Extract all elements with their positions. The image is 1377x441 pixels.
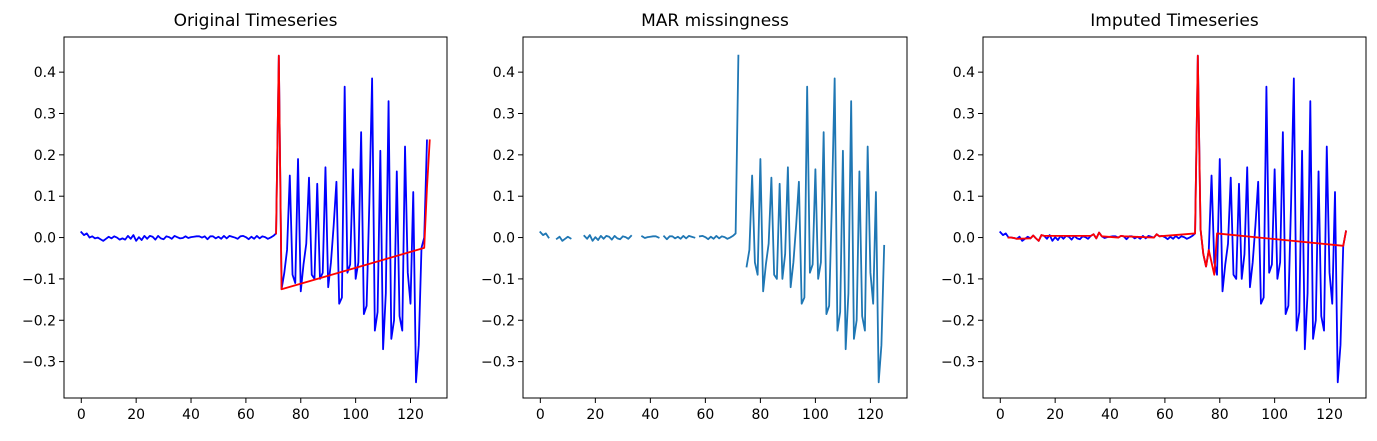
y-tick-label: −0.3 [481, 355, 515, 371]
x-tick-label: 80 [1211, 407, 1229, 423]
series-line-0 [539, 54, 886, 384]
chart-title: MAR missingness [641, 11, 789, 31]
y-tick-label: 0.3 [953, 107, 975, 123]
x-tick-label: 100 [1261, 407, 1288, 423]
y-tick-label: 0.4 [34, 65, 56, 81]
series-segment [555, 235, 572, 242]
y-tick-label: 0.2 [953, 148, 975, 164]
series-line-1 [1007, 54, 1348, 276]
series-line-0 [80, 54, 428, 384]
x-tick-label: 100 [802, 407, 829, 423]
y-tick-label: 0.2 [34, 148, 56, 164]
y-tick-label: 0.4 [953, 65, 975, 81]
mar-missingness-panel: MAR missingness 0 20 40 60 80 100 120 −0.3 −0.2 −… [481, 11, 908, 423]
x-tick-label: 0 [536, 407, 545, 423]
y-tick-label: −0.3 [941, 355, 975, 371]
series-segment [583, 234, 633, 242]
series-segment [999, 54, 1348, 384]
series-segment [1007, 54, 1348, 276]
imputed-timeseries-panel: Imputed Timeseries 0 20 40 60 80 100 120 −0.3 −0… [941, 11, 1367, 423]
y-tick-label: 0.1 [953, 189, 975, 205]
x-tick-label: 0 [996, 407, 1005, 423]
chart-title: Original Timeseries [174, 11, 338, 31]
x-tick-label: 40 [1101, 407, 1119, 423]
series-segment [745, 77, 886, 384]
y-tick-label: 0.2 [493, 148, 515, 164]
y-tick-label: −0.3 [22, 355, 56, 371]
x-tick-label: 20 [1046, 407, 1064, 423]
y-tick-label: 0.3 [493, 107, 515, 123]
y-tick-label: 0.1 [34, 189, 56, 205]
x-tick-label: 120 [857, 407, 884, 423]
series-line-1 [275, 54, 431, 291]
x-tick-label: 40 [182, 407, 200, 423]
original-timeseries-panel: Original Timeseries 0 20 40 60 80 100 120 −0.3 −… [22, 11, 448, 423]
series-segment [539, 230, 550, 239]
series-line-0 [999, 54, 1348, 384]
series-segment [640, 235, 660, 239]
series-segment [80, 54, 428, 384]
x-tick-label: 20 [127, 407, 145, 423]
x-tick-label: 80 [292, 407, 310, 423]
x-tick-label: 120 [1316, 407, 1343, 423]
y-tick-label: −0.2 [481, 313, 515, 329]
x-tick-label: 80 [751, 407, 769, 423]
x-tick-label: 60 [1156, 407, 1174, 423]
y-tick-label: −0.2 [22, 313, 56, 329]
y-tick-label: 0.3 [34, 107, 56, 123]
y-tick-label: −0.1 [22, 272, 56, 288]
x-tick-label: 120 [397, 407, 424, 423]
x-tick-label: 0 [77, 407, 86, 423]
chart-title: Imputed Timeseries [1090, 11, 1259, 31]
series-segment [275, 54, 431, 291]
axes-frame [982, 36, 1367, 399]
x-tick-label: 60 [696, 407, 714, 423]
x-tick-label: 20 [586, 407, 604, 423]
axes-frame [63, 36, 448, 399]
y-tick-label: 0.0 [34, 231, 56, 247]
x-tick-label: 60 [237, 407, 255, 423]
y-tick-label: 0.0 [493, 231, 515, 247]
y-tick-label: −0.1 [941, 272, 975, 288]
series-segment [662, 234, 696, 241]
x-tick-label: 40 [641, 407, 659, 423]
y-tick-label: −0.2 [941, 313, 975, 329]
y-tick-label: 0.4 [493, 65, 515, 81]
series-segment [698, 54, 740, 241]
x-tick-label: 100 [342, 407, 369, 423]
axes-frame [522, 36, 908, 399]
y-tick-label: 0.1 [493, 189, 515, 205]
y-tick-label: 0.0 [953, 231, 975, 247]
y-tick-label: −0.1 [481, 272, 515, 288]
